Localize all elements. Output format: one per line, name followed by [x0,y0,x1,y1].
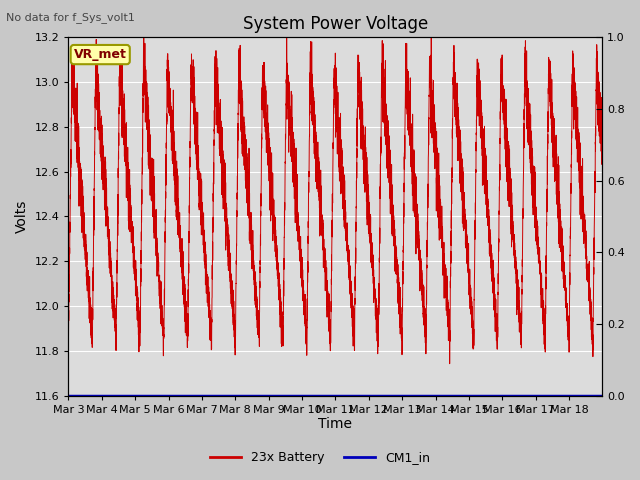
Text: No data for f_Sys_volt1: No data for f_Sys_volt1 [6,12,135,23]
Y-axis label: Volts: Volts [15,200,29,233]
X-axis label: Time: Time [319,418,353,432]
Title: System Power Voltage: System Power Voltage [243,15,428,33]
Legend: 23x Battery, CM1_in: 23x Battery, CM1_in [205,446,435,469]
Text: VR_met: VR_met [74,48,127,61]
